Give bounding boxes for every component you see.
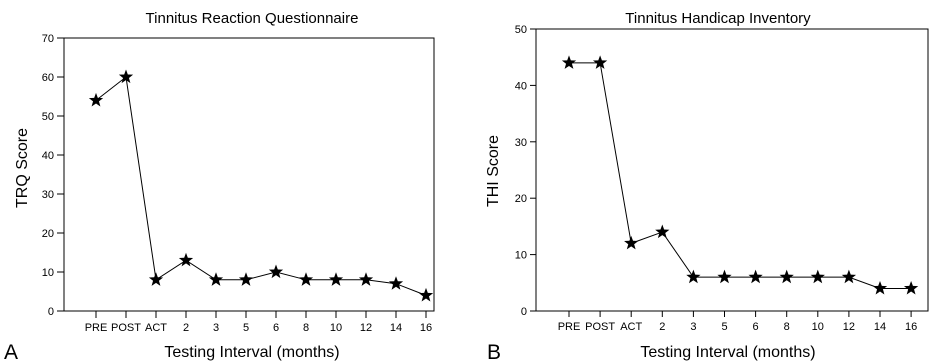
x-tick-label-b: PRE: [558, 321, 581, 333]
series-line-b: [569, 62, 912, 289]
data-point-star-a: [208, 272, 224, 286]
x-tick-label-a: 14: [390, 322, 402, 334]
data-point-star-a: [268, 264, 284, 279]
y-tick-label-a: 0: [48, 306, 54, 318]
y-tick-label-a: 70: [42, 33, 54, 45]
x-tick-label-a: PRE: [85, 322, 108, 334]
data-point-star-a: [418, 287, 434, 302]
y-tick-label-a: 60: [42, 72, 54, 84]
y-tick-label-a: 20: [42, 228, 54, 240]
x-tick-label-a: 3: [213, 322, 219, 334]
x-tick-label-a: 16: [420, 322, 432, 334]
x-tick-label-a: ACT: [145, 322, 167, 334]
y-tick-label-b: 40: [515, 80, 527, 92]
panel-letter-a: A: [4, 341, 18, 363]
x-tick-label-a: 6: [273, 322, 279, 334]
panel-b: Tinnitus Handicap Inventory THI Score Te…: [485, 10, 929, 363]
y-tick-label-a: 10: [42, 267, 54, 279]
plot-frame-b: [535, 28, 929, 312]
data-point-star-a: [328, 272, 344, 286]
data-point-star-a: [388, 276, 404, 290]
data-point-star-b: [748, 269, 763, 284]
x-tick-label-a: 2: [183, 322, 189, 334]
chart-title-a: Tinnitus Reaction Questionnaire: [146, 10, 359, 27]
data-point-star-b: [561, 55, 577, 69]
series-line-a: [95, 76, 427, 296]
data-point-star-b: [624, 235, 639, 250]
data-point-star-b: [810, 269, 825, 284]
panel-letter-b: B: [487, 341, 501, 363]
panel-a: Tinnitus Reaction Questionnaire TRQ Scor…: [4, 10, 435, 363]
data-point-star-a: [238, 272, 254, 286]
y-tick-label-b: 10: [515, 250, 527, 262]
x-tick-label-a: POST: [111, 322, 141, 334]
y-tick-label-b: 20: [515, 193, 527, 205]
data-point-star-b: [655, 224, 670, 239]
x-tick-label-b: 8: [784, 321, 790, 333]
plot-area-a: 0 10 20 30 40 50 60 70 PRE POST ACT 2 3 5 6 8 10 12 14 16: [42, 33, 435, 334]
x-tick-label-b: 5: [721, 321, 727, 333]
data-point-star-a: [118, 69, 134, 84]
chart-title-b: Tinnitus Handicap Inventory: [625, 10, 811, 27]
y-tick-label-a: 50: [42, 111, 54, 123]
data-point-star-b: [592, 55, 608, 69]
x-tick-label-b: 2: [659, 321, 665, 333]
y-axis-label-b: THI Score: [485, 135, 502, 207]
x-tick-label-b: 16: [905, 321, 917, 333]
x-axis-label-b: Testing Interval (months): [640, 344, 815, 361]
x-tick-label-b: ACT: [620, 321, 642, 333]
y-tick-label-a: 40: [42, 150, 54, 162]
data-point-star-b: [903, 280, 919, 295]
x-tick-label-b: 6: [753, 321, 759, 333]
x-tick-label-b: 3: [690, 321, 696, 333]
x-axis-label-a: Testing Interval (months): [164, 344, 339, 361]
x-tick-label-a: 8: [303, 322, 309, 334]
data-point-star-a: [178, 252, 194, 267]
data-point-star-a: [88, 92, 104, 107]
data-point-star-b: [841, 269, 857, 284]
x-tick-label-b: 10: [812, 321, 824, 333]
y-axis-label-a: TRQ Score: [14, 128, 31, 208]
x-tick-label-a: 5: [243, 322, 249, 334]
y-tick-label-b: 0: [521, 306, 527, 318]
data-point-star-a: [148, 272, 164, 286]
plot-frame-a: [63, 37, 435, 312]
x-tick-label-b: 12: [843, 321, 855, 333]
data-point-star-a: [298, 272, 314, 286]
data-point-star-b: [686, 269, 701, 284]
data-point-star-a: [358, 272, 374, 286]
x-tick-label-a: 10: [330, 322, 342, 334]
y-tick-label-b: 30: [515, 137, 527, 149]
x-tick-label-b: 14: [874, 321, 886, 333]
x-tick-label-b: POST: [585, 321, 615, 333]
data-point-star-b: [717, 269, 732, 284]
y-tick-label-b: 50: [515, 24, 527, 36]
y-tick-label-a: 30: [42, 189, 54, 201]
plot-area-b: 0 10 20 30 40 50 PRE POST ACT 2 3 5 6 8 10 12 14 16: [515, 24, 929, 333]
data-point-star-b: [872, 280, 888, 295]
data-point-star-b: [779, 269, 794, 284]
x-tick-label-a: 12: [360, 322, 372, 334]
